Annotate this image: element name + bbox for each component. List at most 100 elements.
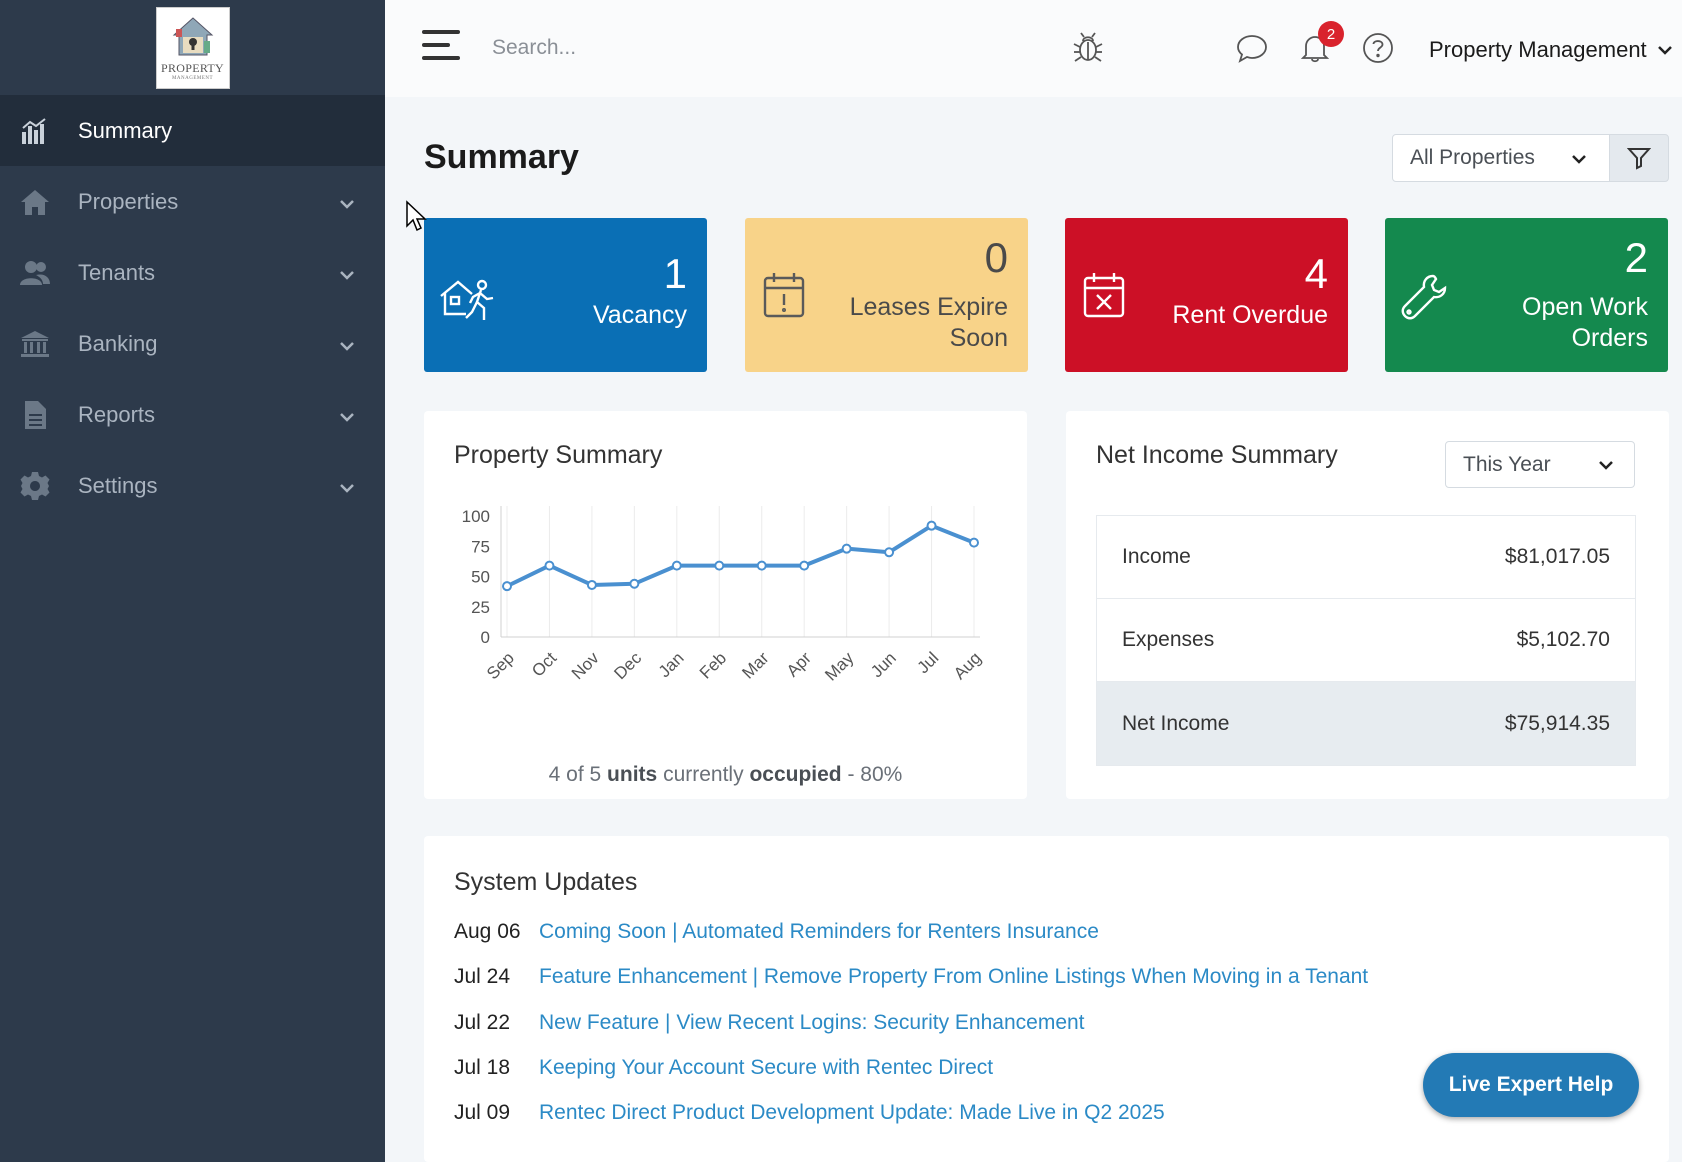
x-tick-label: Jul bbox=[914, 648, 943, 677]
rent-overdue-card[interactable]: 4 Rent Overdue bbox=[1065, 218, 1348, 372]
sidebar-item-tenants[interactable]: Tenants bbox=[0, 237, 385, 308]
update-link[interactable]: Feature Enhancement | Remove Property Fr… bbox=[539, 965, 1369, 988]
update-link[interactable]: Keeping Your Account Secure with Rentec … bbox=[539, 1056, 994, 1079]
data-point bbox=[629, 578, 640, 589]
leases-expire-label-line2: Soon bbox=[949, 324, 1008, 352]
logo-subtext: MANAGEMENT bbox=[171, 75, 214, 81]
bug-icon[interactable] bbox=[1071, 31, 1105, 65]
gear-icon bbox=[18, 469, 52, 503]
work-orders-card[interactable]: 2 Open Work Orders bbox=[1385, 218, 1668, 372]
occupancy-middle: currently bbox=[663, 763, 744, 786]
data-point bbox=[714, 560, 725, 571]
list-item: Jul 22 New Feature | View Recent Logins:… bbox=[454, 1011, 1085, 1035]
update-date: Jul 18 bbox=[454, 1056, 511, 1079]
leases-expire-label: Leases Expire Soon bbox=[850, 292, 1008, 354]
system-updates-panel: System Updates Aug 06 Coming Soon | Auto… bbox=[424, 836, 1669, 1162]
x-tick-label: Sep bbox=[483, 648, 518, 683]
occupancy-percent: - 80% bbox=[847, 763, 903, 786]
list-item: Jul 18 Keeping Your Account Secure with … bbox=[454, 1056, 993, 1080]
vacancy-card[interactable]: 1 Vacancy bbox=[424, 218, 707, 372]
update-link[interactable]: Coming Soon | Automated Reminders for Re… bbox=[539, 920, 1099, 943]
work-orders-label-line2: Orders bbox=[1571, 324, 1648, 352]
chevron-down-icon bbox=[339, 476, 355, 493]
live-expert-help-button[interactable]: Live Expert Help bbox=[1423, 1053, 1639, 1117]
sidebar-item-label: Banking bbox=[78, 330, 158, 356]
sidebar: PROPERTY MANAGEMENT Summary Properties T… bbox=[0, 0, 385, 1162]
chevron-down-icon bbox=[339, 334, 355, 351]
sidebar-item-reports[interactable]: Reports bbox=[0, 379, 385, 450]
x-tick-label: Aug bbox=[950, 648, 985, 683]
data-point bbox=[926, 520, 937, 531]
account-menu[interactable]: Property Management bbox=[1429, 37, 1673, 63]
list-item: Jul 09 Rentec Direct Product Development… bbox=[454, 1101, 1165, 1125]
mouse-cursor-icon bbox=[406, 200, 427, 232]
chevron-down-icon bbox=[1599, 461, 1613, 470]
data-point bbox=[544, 560, 555, 571]
list-item: Aug 06 Coming Soon | Automated Reminders… bbox=[454, 920, 1099, 944]
data-point bbox=[969, 537, 979, 548]
house-person-icon bbox=[438, 270, 500, 332]
vacancy-label: Vacancy bbox=[592, 301, 687, 329]
occupancy-line-chart: 0 25 50 75 100 Sep Oct Nov Dec Jan Feb Mar Apr May Jun… bbox=[462, 506, 985, 685]
logo-container: PROPERTY MANAGEMENT bbox=[0, 0, 385, 95]
chevron-down-icon bbox=[1657, 46, 1672, 55]
leases-expire-card[interactable]: 0 Leases Expire Soon bbox=[745, 218, 1028, 372]
y-tick-label: 0 bbox=[481, 628, 490, 647]
x-tick-label: Nov bbox=[568, 648, 603, 683]
chevron-down-icon bbox=[1572, 155, 1586, 164]
property-select[interactable]: All Properties bbox=[1392, 134, 1610, 182]
update-date: Jul 24 bbox=[454, 965, 511, 988]
y-tick-label: 75 bbox=[471, 537, 490, 556]
sidebar-item-label: Summary bbox=[78, 117, 173, 143]
company-logo[interactable]: PROPERTY MANAGEMENT bbox=[155, 6, 230, 89]
house-logo-icon bbox=[172, 16, 213, 55]
calendar-x-icon bbox=[1081, 270, 1143, 332]
x-tick-label: Oct bbox=[528, 648, 560, 680]
search-input[interactable] bbox=[492, 30, 912, 66]
income-value: $81,017.05 bbox=[1504, 545, 1610, 568]
x-tick-label: Apr bbox=[783, 648, 815, 680]
wrench-icon bbox=[1397, 270, 1459, 332]
net-income-value: $75,914.35 bbox=[1504, 711, 1610, 735]
bank-icon bbox=[18, 327, 52, 361]
net-income-title: Net Income Summary bbox=[1096, 441, 1338, 469]
update-date: Aug 06 bbox=[454, 920, 521, 943]
chat-icon[interactable] bbox=[1235, 31, 1269, 65]
home-icon bbox=[18, 185, 52, 219]
help-icon[interactable] bbox=[1361, 31, 1395, 65]
sidebar-item-label: Settings bbox=[78, 472, 158, 498]
expenses-row: Expenses $5,102.70 bbox=[1097, 599, 1635, 682]
income-label: Income bbox=[1122, 545, 1191, 568]
data-point bbox=[799, 560, 810, 571]
filter-button[interactable] bbox=[1609, 134, 1669, 182]
work-orders-count: 2 bbox=[1624, 234, 1648, 281]
expenses-value: $5,102.70 bbox=[1516, 628, 1610, 651]
update-link[interactable]: New Feature | View Recent Logins: Securi… bbox=[539, 1011, 1085, 1034]
chevron-down-icon bbox=[339, 405, 355, 422]
x-tick-label: Jun bbox=[867, 648, 900, 681]
filter-icon bbox=[1627, 148, 1651, 170]
sidebar-item-label: Tenants bbox=[78, 259, 156, 285]
property-summary-title: Property Summary bbox=[454, 441, 663, 469]
occupancy-units-word: units bbox=[607, 763, 658, 786]
property-select-value: All Properties bbox=[1410, 146, 1535, 169]
sidebar-item-summary[interactable]: Summary bbox=[0, 95, 385, 166]
expenses-label: Expenses bbox=[1122, 628, 1215, 651]
period-select-value: This Year bbox=[1463, 452, 1551, 476]
update-link[interactable]: Rentec Direct Product Development Update… bbox=[539, 1101, 1165, 1124]
menu-toggle-icon[interactable] bbox=[422, 30, 462, 64]
notification-count-badge: 2 bbox=[1318, 21, 1344, 47]
topbar: 2 Property Management bbox=[385, 0, 1682, 97]
x-tick-label: Mar bbox=[738, 648, 772, 682]
period-select[interactable]: This Year bbox=[1445, 441, 1635, 488]
sidebar-item-banking[interactable]: Banking bbox=[0, 308, 385, 379]
logo-text: PROPERTY bbox=[160, 60, 225, 75]
data-point bbox=[884, 547, 895, 558]
series-line bbox=[506, 523, 975, 588]
rent-overdue-count: 4 bbox=[1304, 250, 1328, 297]
property-summary-panel: Property Summary 0 25 50 75 100 Sep Oct Nov Dec J… bbox=[424, 411, 1027, 799]
bell-icon[interactable]: 2 bbox=[1298, 21, 1344, 65]
sidebar-item-settings[interactable]: Settings bbox=[0, 450, 385, 521]
sidebar-item-properties[interactable]: Properties bbox=[0, 166, 385, 237]
x-tick-label: Feb bbox=[696, 648, 730, 682]
